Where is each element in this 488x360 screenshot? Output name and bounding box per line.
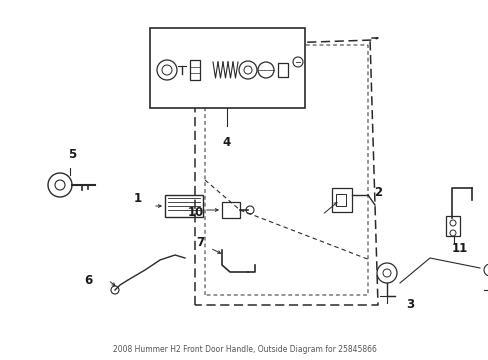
Text: 3: 3	[405, 298, 413, 311]
Text: 11: 11	[451, 242, 467, 255]
Circle shape	[292, 57, 303, 67]
Circle shape	[449, 230, 455, 236]
Bar	[278, 63, 287, 77]
Circle shape	[111, 286, 119, 294]
Circle shape	[376, 263, 396, 283]
Text: 10: 10	[187, 207, 203, 220]
Circle shape	[244, 66, 251, 74]
Circle shape	[157, 60, 177, 80]
Circle shape	[55, 180, 65, 190]
Text: 2: 2	[373, 185, 381, 198]
Text: 2008 Hummer H2 Front Door Handle, Outside Diagram for 25845866: 2008 Hummer H2 Front Door Handle, Outsid…	[112, 346, 376, 355]
Bar	[150, 28, 305, 108]
Bar	[190, 60, 200, 80]
Circle shape	[258, 62, 273, 78]
Circle shape	[483, 264, 488, 276]
Circle shape	[48, 173, 72, 197]
Circle shape	[382, 269, 390, 277]
Text: 4: 4	[223, 136, 231, 149]
Bar	[222, 202, 240, 218]
Circle shape	[239, 61, 257, 79]
Text: 7: 7	[196, 235, 203, 248]
Circle shape	[449, 220, 455, 226]
Text: 5: 5	[68, 148, 76, 162]
Text: 1: 1	[134, 192, 142, 204]
Bar	[335, 194, 346, 206]
Circle shape	[162, 65, 172, 75]
Circle shape	[245, 206, 253, 214]
Text: 6: 6	[84, 274, 92, 287]
Bar	[331, 188, 351, 212]
Bar	[164, 195, 203, 217]
Bar	[445, 216, 459, 236]
